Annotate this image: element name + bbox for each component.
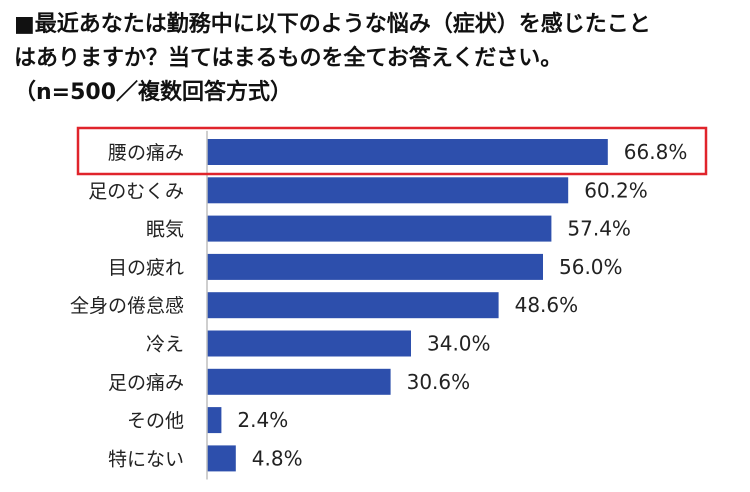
value-label-0: 66.8%	[624, 140, 688, 164]
bar-3	[207, 253, 543, 280]
category-label-3: 目の疲れ	[108, 257, 184, 279]
value-label-3: 56.0%	[559, 255, 623, 279]
value-label-1: 60.2%	[584, 178, 648, 202]
bar-8	[207, 445, 236, 472]
bar-6	[207, 368, 391, 395]
category-label-2: 眠気	[146, 219, 184, 241]
title-line-3: （n=500／複数回答方式）	[14, 80, 293, 105]
category-label-4: 全身の倦怠感	[70, 295, 184, 317]
category-label-1: 足のむくみ	[88, 180, 184, 202]
category-label-6: 足の痛み	[108, 372, 184, 394]
value-label-6: 30.6%	[407, 370, 471, 394]
bar-2	[207, 215, 552, 242]
chart-title: ■最近あなたは勤務中に以下のような悩み（症状）を感じたこと はありますか？当ては…	[14, 8, 744, 110]
bar-7	[207, 407, 222, 434]
value-label-8: 4.8%	[252, 446, 303, 470]
bar-4	[207, 292, 499, 319]
category-label-7: その他	[127, 410, 184, 432]
highlight-box	[76, 126, 708, 176]
category-label-0: 腰の痛み	[108, 142, 184, 164]
category-label-8: 特にない	[108, 448, 184, 470]
bar-1	[207, 177, 569, 204]
title-line-2: はありますか？当てはまるものを全てお答えください。	[14, 46, 563, 71]
value-label-7: 2.4%	[237, 408, 288, 432]
bar-5	[207, 330, 411, 357]
value-label-4: 48.6%	[515, 293, 579, 317]
bar-0	[207, 139, 608, 165]
value-label-2: 57.4%	[567, 217, 631, 241]
title-line-1: ■最近あなたは勤務中に以下のような悩み（症状）を感じたこと	[14, 12, 651, 37]
value-label-5: 34.0%	[427, 332, 491, 356]
category-label-5: 冷え	[146, 334, 184, 356]
